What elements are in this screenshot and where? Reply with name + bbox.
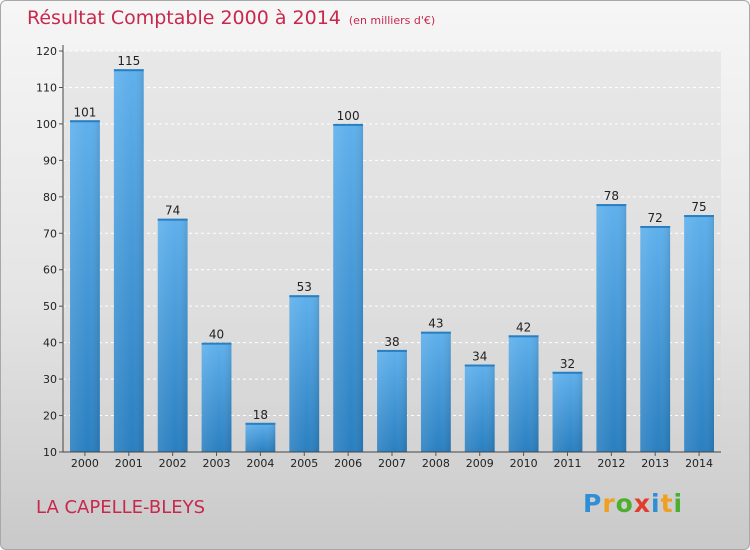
chart-title-text: Résultat Comptable 2000 à 2014 xyxy=(27,7,341,29)
bar-shade-2012 xyxy=(596,204,627,452)
bar-shade-2006 xyxy=(333,123,364,452)
bar-shade-2004 xyxy=(245,422,276,452)
y-tick-label: 90 xyxy=(43,154,57,167)
logo-letter: x xyxy=(633,489,651,518)
x-tick-label-2011: 2011 xyxy=(553,457,581,470)
y-tick-label: 60 xyxy=(43,264,57,277)
value-label-2008: 43 xyxy=(428,317,443,331)
value-label-2001: 115 xyxy=(117,54,140,68)
bar-cap-2009 xyxy=(464,364,495,367)
chart-subtitle: (en milliers d'€) xyxy=(348,14,436,27)
x-tick-label-2007: 2007 xyxy=(378,457,406,470)
x-tick-label-2014: 2014 xyxy=(685,457,713,470)
y-tick-label: 80 xyxy=(43,191,57,204)
bar-shade-2011 xyxy=(552,371,583,452)
logo-letter: i xyxy=(673,489,684,518)
value-label-2007: 38 xyxy=(384,335,399,349)
bar-shade-2010 xyxy=(508,335,539,452)
x-tick-label-2004: 2004 xyxy=(246,457,274,470)
value-label-2010: 42 xyxy=(516,320,531,334)
bar-cap-2008 xyxy=(420,331,451,334)
x-tick-label-2008: 2008 xyxy=(422,457,450,470)
bar-shade-2008 xyxy=(420,331,451,452)
x-tick-label-2013: 2013 xyxy=(641,457,669,470)
y-tick-label: 110 xyxy=(36,81,57,94)
bar-shade-2009 xyxy=(464,364,495,452)
x-tick-label-2012: 2012 xyxy=(597,457,625,470)
bar-shade-2013 xyxy=(640,225,671,452)
x-tick-label-2001: 2001 xyxy=(115,457,143,470)
y-tick-label: 120 xyxy=(36,45,57,58)
y-tick-label: 10 xyxy=(43,446,57,459)
proxiti-logo: Proxiti xyxy=(583,489,683,518)
bar-cap-2004 xyxy=(245,422,276,425)
value-label-2009: 34 xyxy=(472,350,487,364)
bar-cap-2011 xyxy=(552,371,583,374)
y-tick-label: 50 xyxy=(43,300,57,313)
bar-cap-2003 xyxy=(201,342,232,345)
y-tick-label: 40 xyxy=(43,337,57,350)
x-tick-label-2009: 2009 xyxy=(466,457,494,470)
bar-cap-2012 xyxy=(596,204,627,207)
bar-shade-2014 xyxy=(684,215,714,452)
bar-cap-2014 xyxy=(684,215,714,218)
bar-shade-2005 xyxy=(289,295,320,452)
bar-cap-2001 xyxy=(113,69,144,72)
bar-shade-2002 xyxy=(157,218,188,452)
value-label-2002: 74 xyxy=(165,204,180,218)
bar-shade-2001 xyxy=(113,69,144,453)
bar-cap-2010 xyxy=(508,335,539,338)
bar-shade-2000 xyxy=(70,120,100,452)
value-label-2005: 53 xyxy=(297,280,312,294)
x-tick-label-2000: 2000 xyxy=(71,457,99,470)
x-tick-label-2002: 2002 xyxy=(159,457,187,470)
bar-cap-2005 xyxy=(289,295,320,298)
x-tick-label-2003: 2003 xyxy=(203,457,231,470)
value-label-2014: 75 xyxy=(691,200,706,214)
x-tick-label-2005: 2005 xyxy=(290,457,318,470)
bar-layer xyxy=(70,69,714,453)
bar-cap-2013 xyxy=(640,225,671,228)
value-label-2012: 78 xyxy=(604,189,619,203)
y-tick-label: 70 xyxy=(43,227,57,240)
x-tick-label-2006: 2006 xyxy=(334,457,362,470)
x-tick-label-2010: 2010 xyxy=(510,457,538,470)
axis-layer: 10 20 30 40 50 60 70 80 90 100 110 120 101 2000 115 200… xyxy=(36,45,721,470)
commune-name: LA CAPELLE-BLEYS xyxy=(36,497,206,518)
bar-cap-2002 xyxy=(157,218,188,221)
value-label-2013: 72 xyxy=(648,211,663,225)
value-label-2003: 40 xyxy=(209,328,224,342)
chart-title: Résultat Comptable 2000 à 2014 (en millie… xyxy=(27,7,435,29)
logo-letter: o xyxy=(615,489,634,518)
y-tick-label: 20 xyxy=(43,410,57,423)
value-label-2000: 101 xyxy=(73,105,96,119)
logo-letter: i xyxy=(651,489,661,518)
y-tick-label: 30 xyxy=(43,373,57,386)
value-label-2004: 18 xyxy=(253,408,268,422)
bar-shade-2003 xyxy=(201,342,232,452)
bar-shade-2007 xyxy=(377,349,407,452)
logo-letter: P xyxy=(583,489,603,518)
value-label-2011: 32 xyxy=(560,357,575,371)
logo-letter: r xyxy=(602,489,616,518)
logo-letter: t xyxy=(660,489,674,518)
y-tick-label: 100 xyxy=(36,118,57,131)
bar-cap-2000 xyxy=(70,120,100,123)
value-label-2006: 100 xyxy=(337,109,360,123)
bar-cap-2007 xyxy=(377,349,407,352)
bar-cap-2006 xyxy=(333,123,364,126)
